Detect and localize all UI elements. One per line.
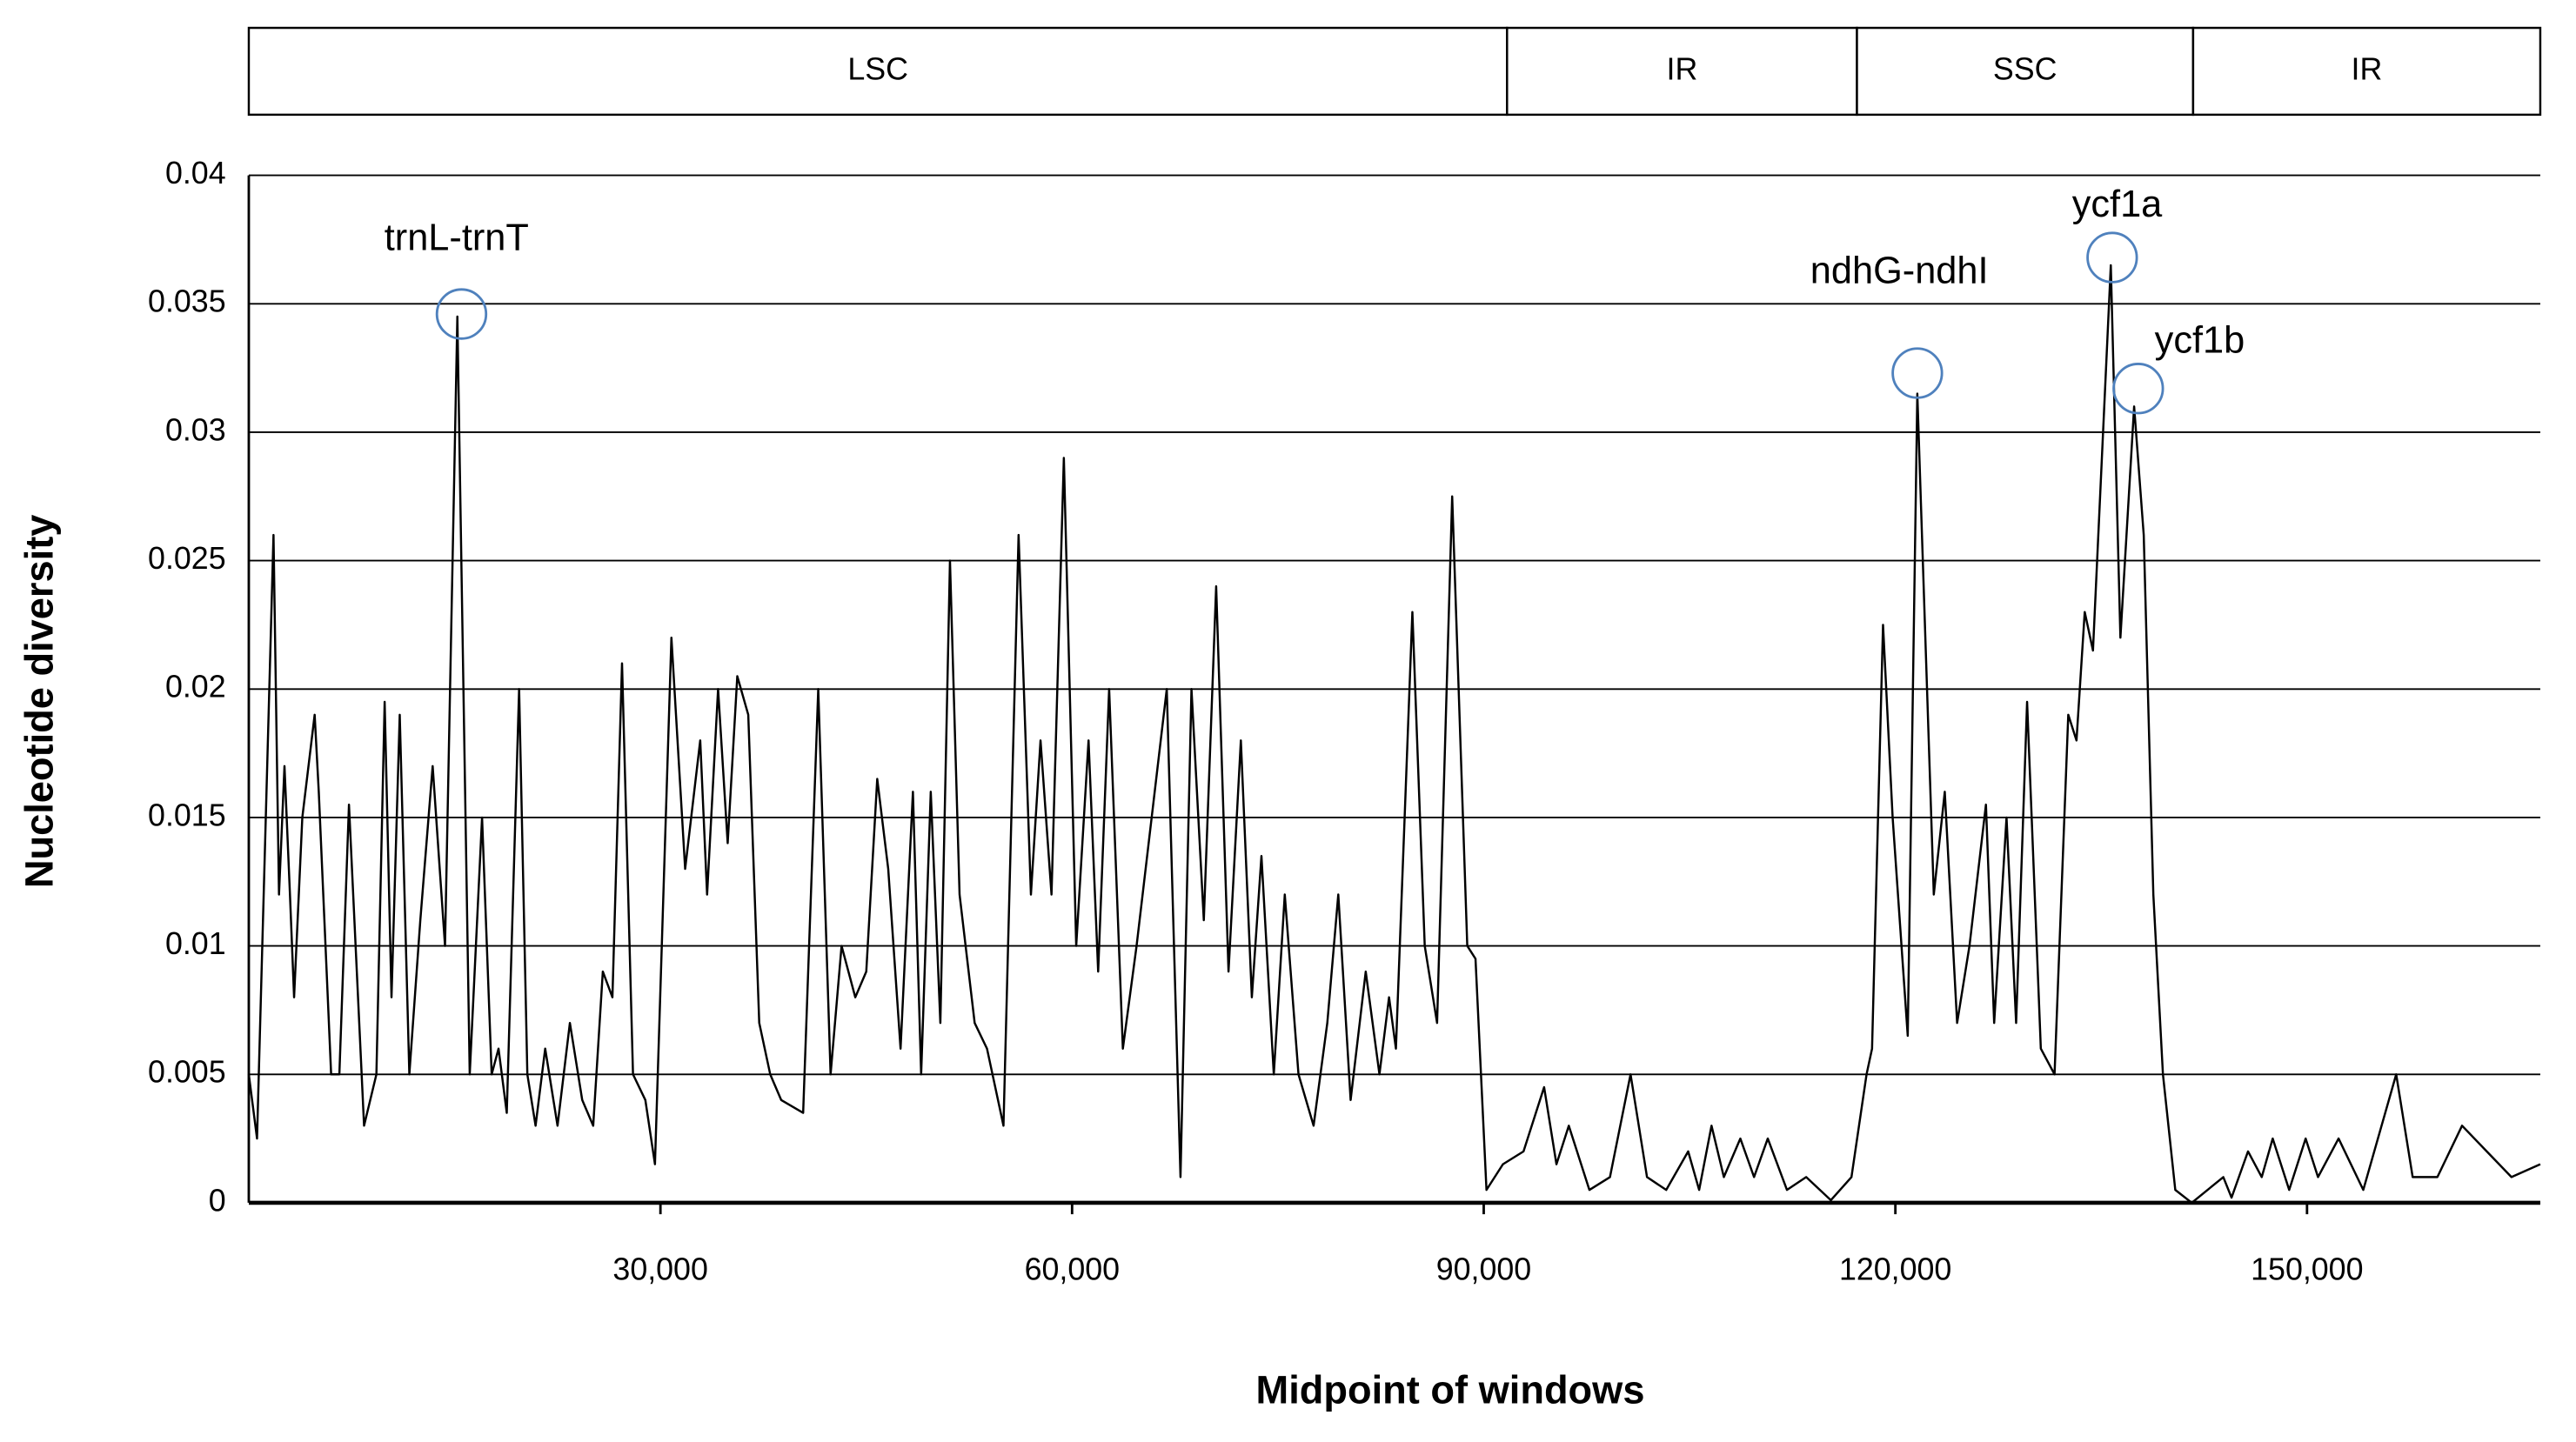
region-label: IR [1667, 51, 1698, 86]
annotation-circle [2086, 231, 2138, 284]
region-box [247, 26, 1509, 117]
x-axis-title: Midpoint of windows [1256, 1367, 1645, 1412]
annotation-label: trnL-trnT [385, 217, 529, 259]
annotation-circle [2112, 363, 2165, 415]
region-box [1506, 26, 1858, 117]
data-line [247, 264, 2541, 1205]
region-box [2191, 26, 2542, 117]
y-axis-title: Nucleotide diversity [17, 515, 62, 889]
annotation-label: ndhG-ndhI [1810, 250, 1989, 292]
y-tick-label: 0.035 [148, 284, 226, 319]
x-tick-label: 60,000 [1025, 1252, 1120, 1287]
y-tick-label: 0.04 [165, 156, 226, 190]
y-tick-label: 0.015 [148, 798, 226, 832]
annotation-circle [435, 288, 488, 340]
y-tick-label: 0.01 [165, 926, 226, 961]
annotation-label: ycf1b [2155, 319, 2245, 361]
y-tick-label: 0.02 [165, 670, 226, 704]
x-tick-label: 30,000 [612, 1252, 707, 1287]
region-box [1856, 26, 2195, 117]
region-label: SSC [1993, 51, 2057, 86]
x-tick-label: 90,000 [1436, 1252, 1531, 1287]
x-tick-label: 120,000 [1839, 1252, 1951, 1287]
region-label: LSC [847, 51, 908, 86]
y-tick-label: 0.03 [165, 412, 226, 447]
x-tick-label: 150,000 [2251, 1252, 2363, 1287]
y-tick-label: 0.025 [148, 541, 226, 576]
y-tick-label: 0 [209, 1183, 226, 1218]
annotation-label: ycf1a [2072, 184, 2163, 225]
y-tick-label: 0.005 [148, 1055, 226, 1090]
annotation-circle [1891, 347, 1944, 399]
region-label: IR [2352, 51, 2383, 86]
